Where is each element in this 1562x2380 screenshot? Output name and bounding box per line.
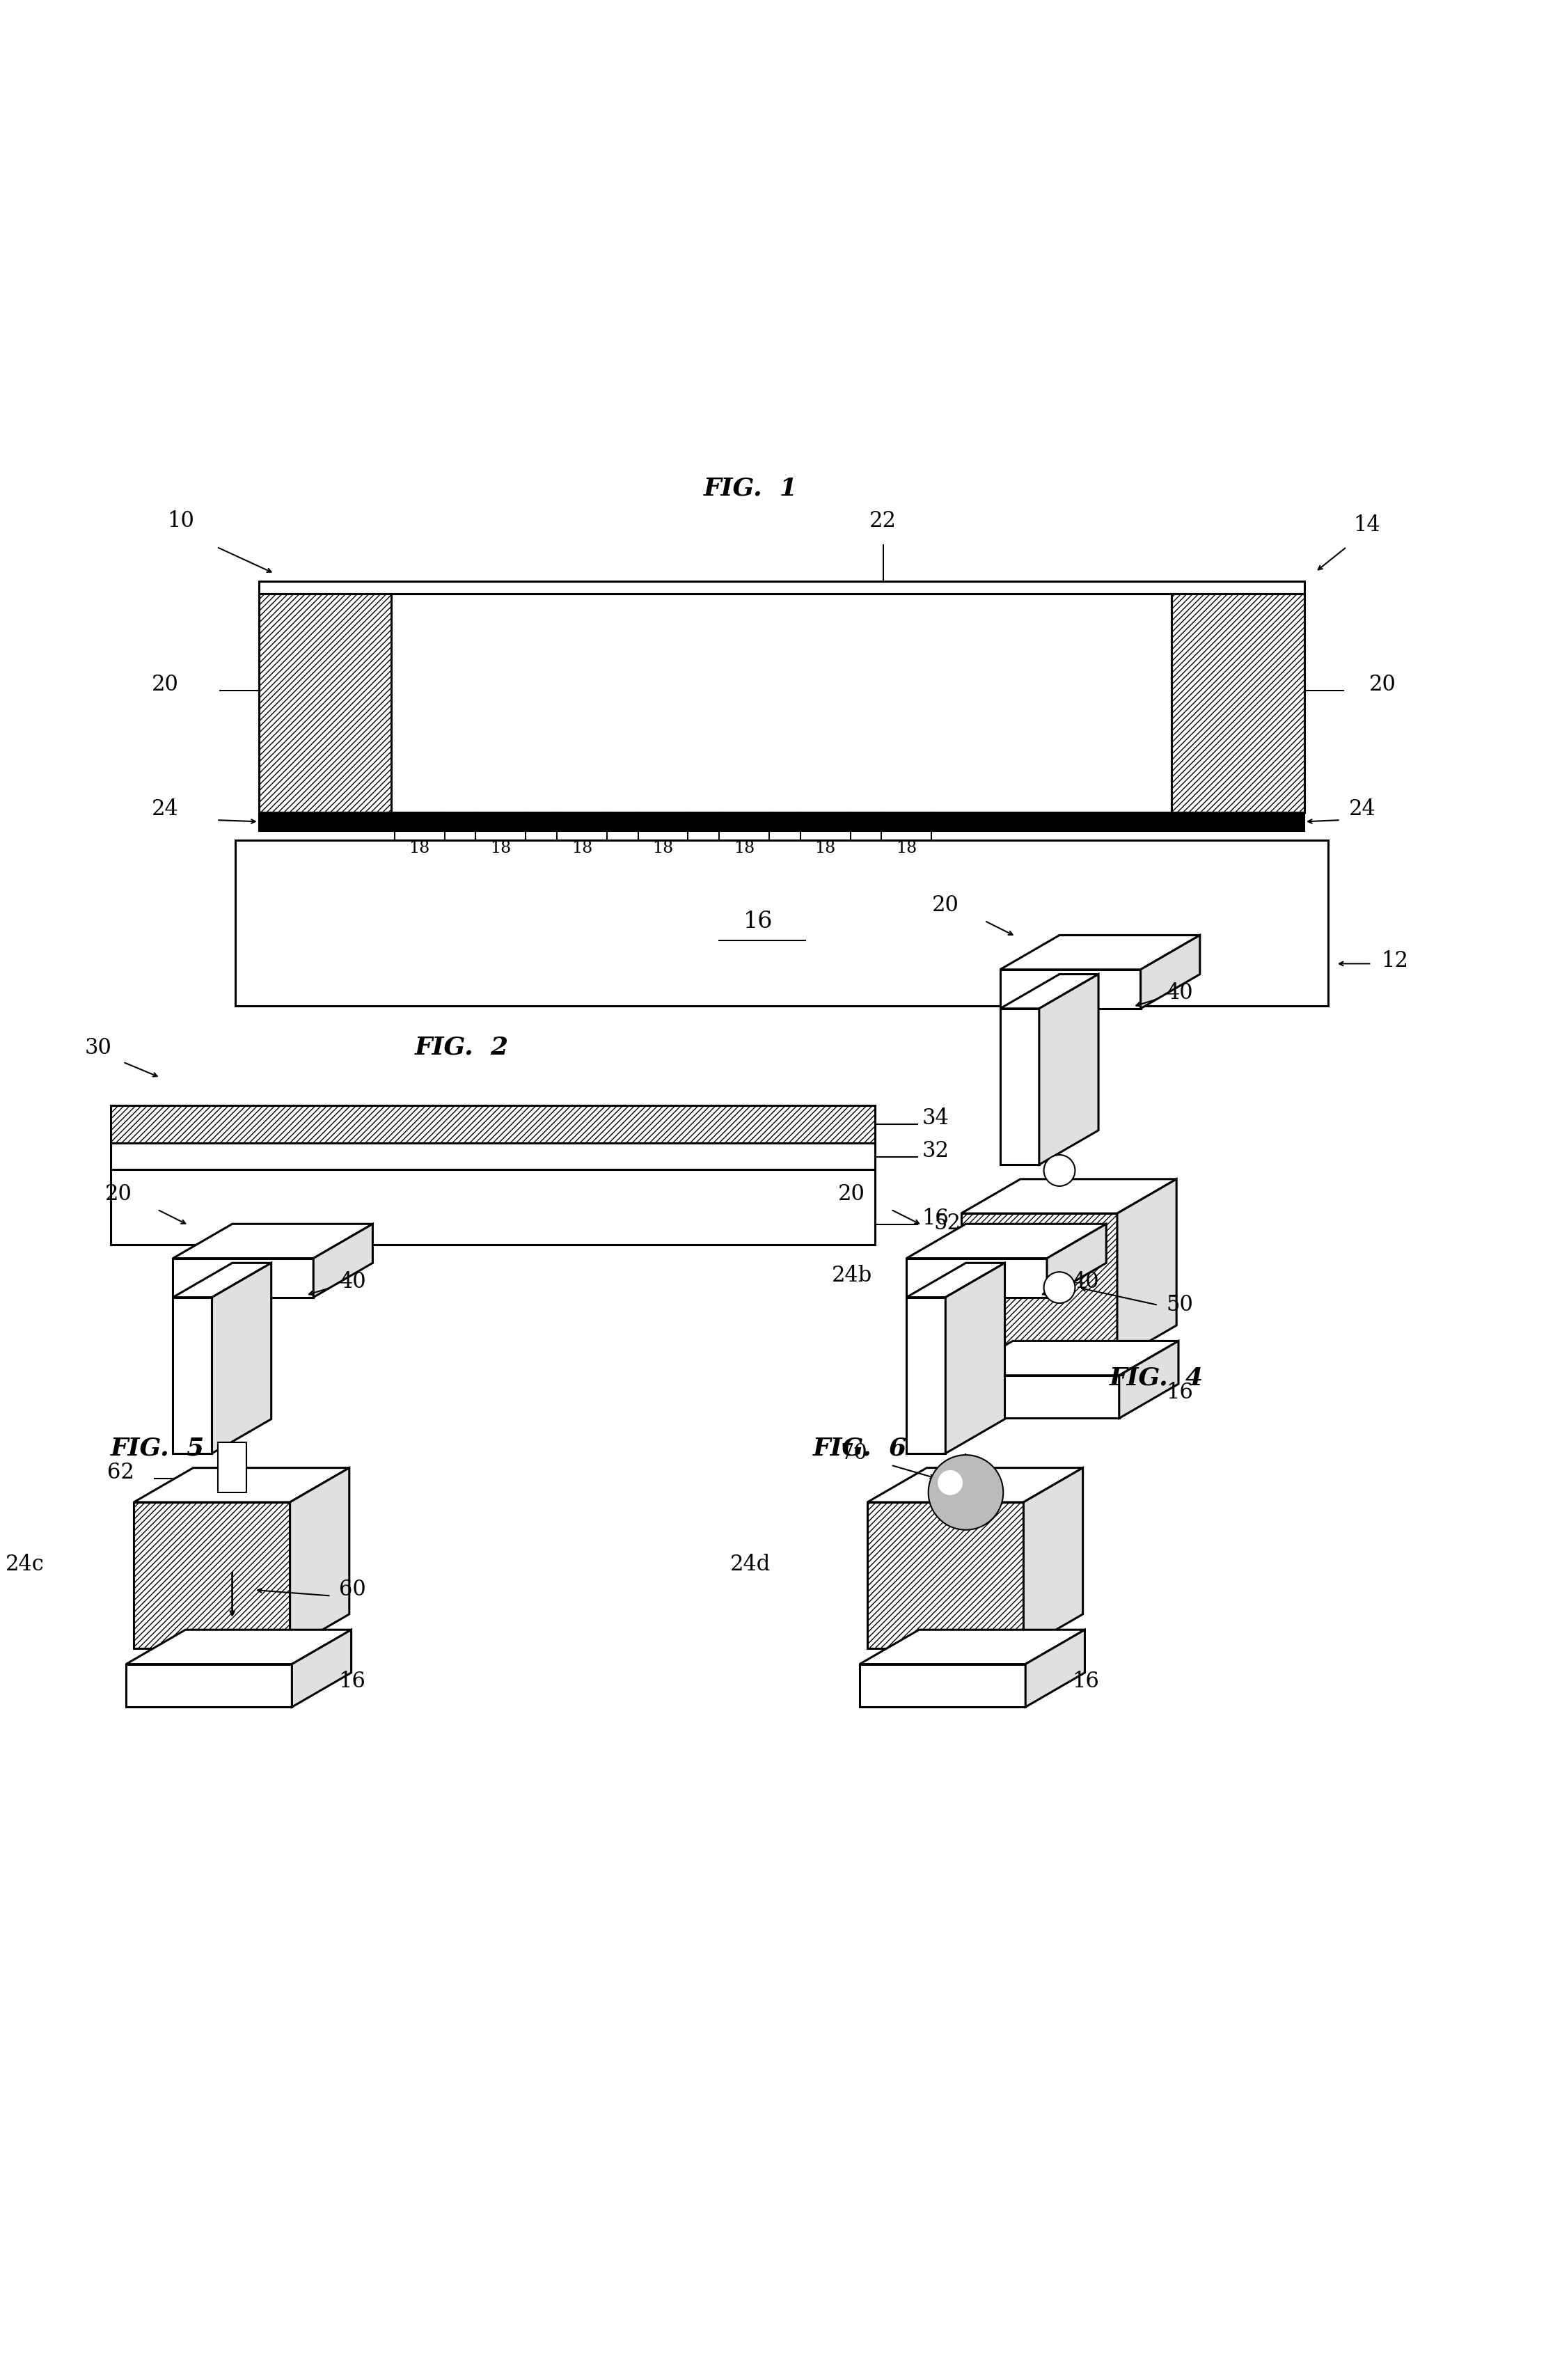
Bar [259, 581, 1304, 593]
Polygon shape [961, 1178, 1176, 1214]
Text: 10: 10 [167, 509, 194, 531]
Polygon shape [127, 1664, 292, 1706]
Polygon shape [134, 1502, 291, 1649]
Polygon shape [1000, 1009, 1039, 1164]
Text: 18: 18 [897, 840, 917, 857]
Polygon shape [1000, 969, 1140, 1009]
Polygon shape [1000, 973, 1098, 1009]
Text: 20: 20 [839, 1183, 865, 1204]
Text: 40: 40 [1073, 1271, 1100, 1292]
Text: 22: 22 [870, 509, 897, 531]
Bar [259, 812, 1304, 831]
Circle shape [937, 1471, 962, 1495]
Polygon shape [173, 1259, 314, 1297]
Polygon shape [867, 1468, 1082, 1502]
Polygon shape [1026, 1630, 1084, 1706]
Circle shape [1043, 1154, 1075, 1185]
Text: FIG.  4: FIG. 4 [1109, 1366, 1203, 1390]
Text: 18: 18 [815, 840, 836, 857]
Text: 18: 18 [653, 840, 673, 857]
Bar [259, 593, 392, 812]
Polygon shape [173, 1223, 373, 1259]
Polygon shape [1118, 1340, 1178, 1418]
Polygon shape [292, 1630, 351, 1706]
Polygon shape [867, 1502, 1023, 1649]
Bar [111, 1142, 875, 1169]
Text: 20: 20 [105, 1183, 131, 1204]
Text: 16: 16 [1165, 1383, 1193, 1404]
Text: 16: 16 [339, 1671, 366, 1692]
Text: 20: 20 [152, 674, 178, 695]
Bar [111, 1107, 875, 1142]
Text: 14: 14 [1353, 514, 1381, 536]
Bar [219, 1442, 247, 1492]
Polygon shape [212, 1264, 272, 1454]
Text: 50: 50 [1165, 1295, 1193, 1316]
Text: 30: 30 [84, 1038, 111, 1059]
Bar [1172, 593, 1304, 812]
Polygon shape [314, 1223, 373, 1297]
Polygon shape [953, 1340, 1178, 1376]
Text: 62: 62 [106, 1461, 134, 1483]
Text: 18: 18 [572, 840, 592, 857]
Polygon shape [1047, 1223, 1106, 1297]
Text: FIG.  6: FIG. 6 [812, 1438, 908, 1461]
Text: 16: 16 [744, 912, 773, 933]
Text: FIG.  5: FIG. 5 [111, 1438, 205, 1461]
Polygon shape [134, 1468, 350, 1502]
Bar [111, 1169, 875, 1245]
Text: 16: 16 [1073, 1671, 1100, 1692]
Polygon shape [953, 1376, 1118, 1418]
Polygon shape [859, 1664, 1026, 1706]
Text: 52: 52 [934, 1211, 961, 1233]
Text: 24: 24 [152, 800, 178, 821]
Polygon shape [906, 1297, 945, 1454]
Polygon shape [127, 1630, 351, 1664]
Text: 32: 32 [922, 1140, 950, 1161]
Text: 18: 18 [734, 840, 754, 857]
Text: 18: 18 [409, 840, 430, 857]
Text: 24d: 24d [729, 1554, 770, 1576]
Text: 34: 34 [922, 1107, 950, 1130]
Text: FIG.  1: FIG. 1 [703, 476, 798, 500]
Polygon shape [945, 1264, 1004, 1454]
Polygon shape [906, 1264, 1004, 1297]
Polygon shape [1140, 935, 1200, 1009]
Polygon shape [173, 1264, 272, 1297]
Bar [236, 840, 1328, 1007]
Polygon shape [173, 1297, 212, 1454]
Text: FIG.  2: FIG. 2 [415, 1035, 509, 1059]
Text: 24b: 24b [831, 1266, 872, 1288]
Text: 20: 20 [1368, 674, 1396, 695]
Text: 60: 60 [339, 1578, 366, 1602]
Text: 16: 16 [922, 1207, 950, 1228]
Polygon shape [906, 1223, 1106, 1259]
Text: 40: 40 [1165, 983, 1193, 1004]
Polygon shape [1000, 935, 1200, 969]
Text: 24c: 24c [5, 1554, 44, 1576]
Text: 20: 20 [933, 895, 959, 916]
Polygon shape [1023, 1468, 1082, 1649]
Polygon shape [291, 1468, 350, 1649]
Text: 24: 24 [1348, 800, 1376, 821]
Text: 40: 40 [339, 1271, 366, 1292]
Polygon shape [906, 1259, 1047, 1297]
Text: 70: 70 [840, 1442, 867, 1464]
Circle shape [928, 1454, 1003, 1530]
Text: 18: 18 [490, 840, 511, 857]
Polygon shape [961, 1214, 1117, 1359]
Text: 12: 12 [1381, 950, 1409, 971]
Polygon shape [859, 1630, 1084, 1664]
Polygon shape [1039, 973, 1098, 1164]
Circle shape [1043, 1271, 1075, 1304]
Polygon shape [1117, 1178, 1176, 1359]
